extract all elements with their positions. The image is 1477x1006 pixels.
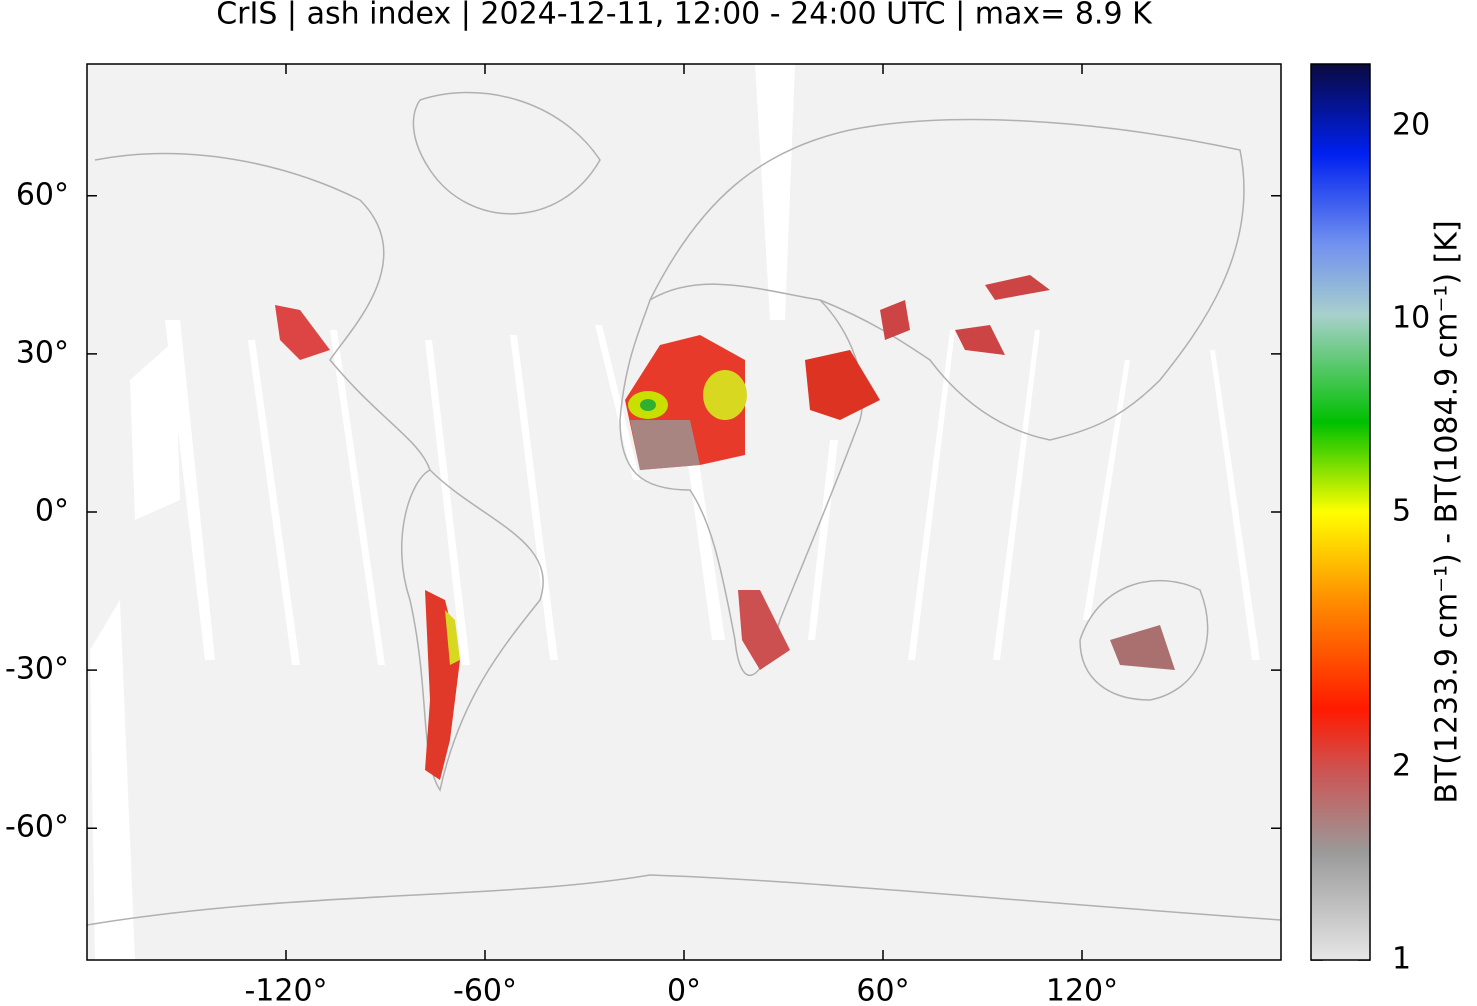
y-tick-label: 0° <box>35 494 69 529</box>
axes: -120° -60° 0° 60° 120° 60° 30° 0° -30° -60° 1 2 5 10 2… <box>5 64 1430 1006</box>
map-background <box>87 64 1281 960</box>
colorbar-tick-label: 1 <box>1392 942 1411 977</box>
colorbar-tick-label: 10 <box>1392 301 1430 336</box>
map-layer <box>87 64 1281 960</box>
colorbar-tick-label: 5 <box>1392 494 1411 529</box>
ash-signal <box>275 275 1175 780</box>
y-tick-label: 30° <box>16 335 69 370</box>
colorbar-frame <box>1310 63 1371 961</box>
chart-title: CrIS | ash index | 2024-12-11, 12:00 - 2… <box>216 0 1153 32</box>
colorbar-label: BT(1233.9 cm⁻¹) - BT(1084.9 cm⁻¹) [K] <box>1430 220 1465 803</box>
x-tick-label: 0° <box>667 974 701 1003</box>
x-tick-label: 60° <box>856 974 909 1003</box>
y-tick-label: 60° <box>16 177 69 212</box>
y-tick-label: -30° <box>5 652 69 687</box>
x-tick-label: -120° <box>244 974 327 1003</box>
x-tick-label: 120° <box>1046 974 1118 1003</box>
y-tick-label: -60° <box>5 810 69 845</box>
colorbar-gradient <box>1311 64 1370 960</box>
swath-gaps <box>90 64 1260 960</box>
x-tick-label: -60° <box>453 974 517 1003</box>
colorbar-tick-label: 20 <box>1392 108 1430 143</box>
colorbar-tick-label: 2 <box>1392 749 1411 784</box>
